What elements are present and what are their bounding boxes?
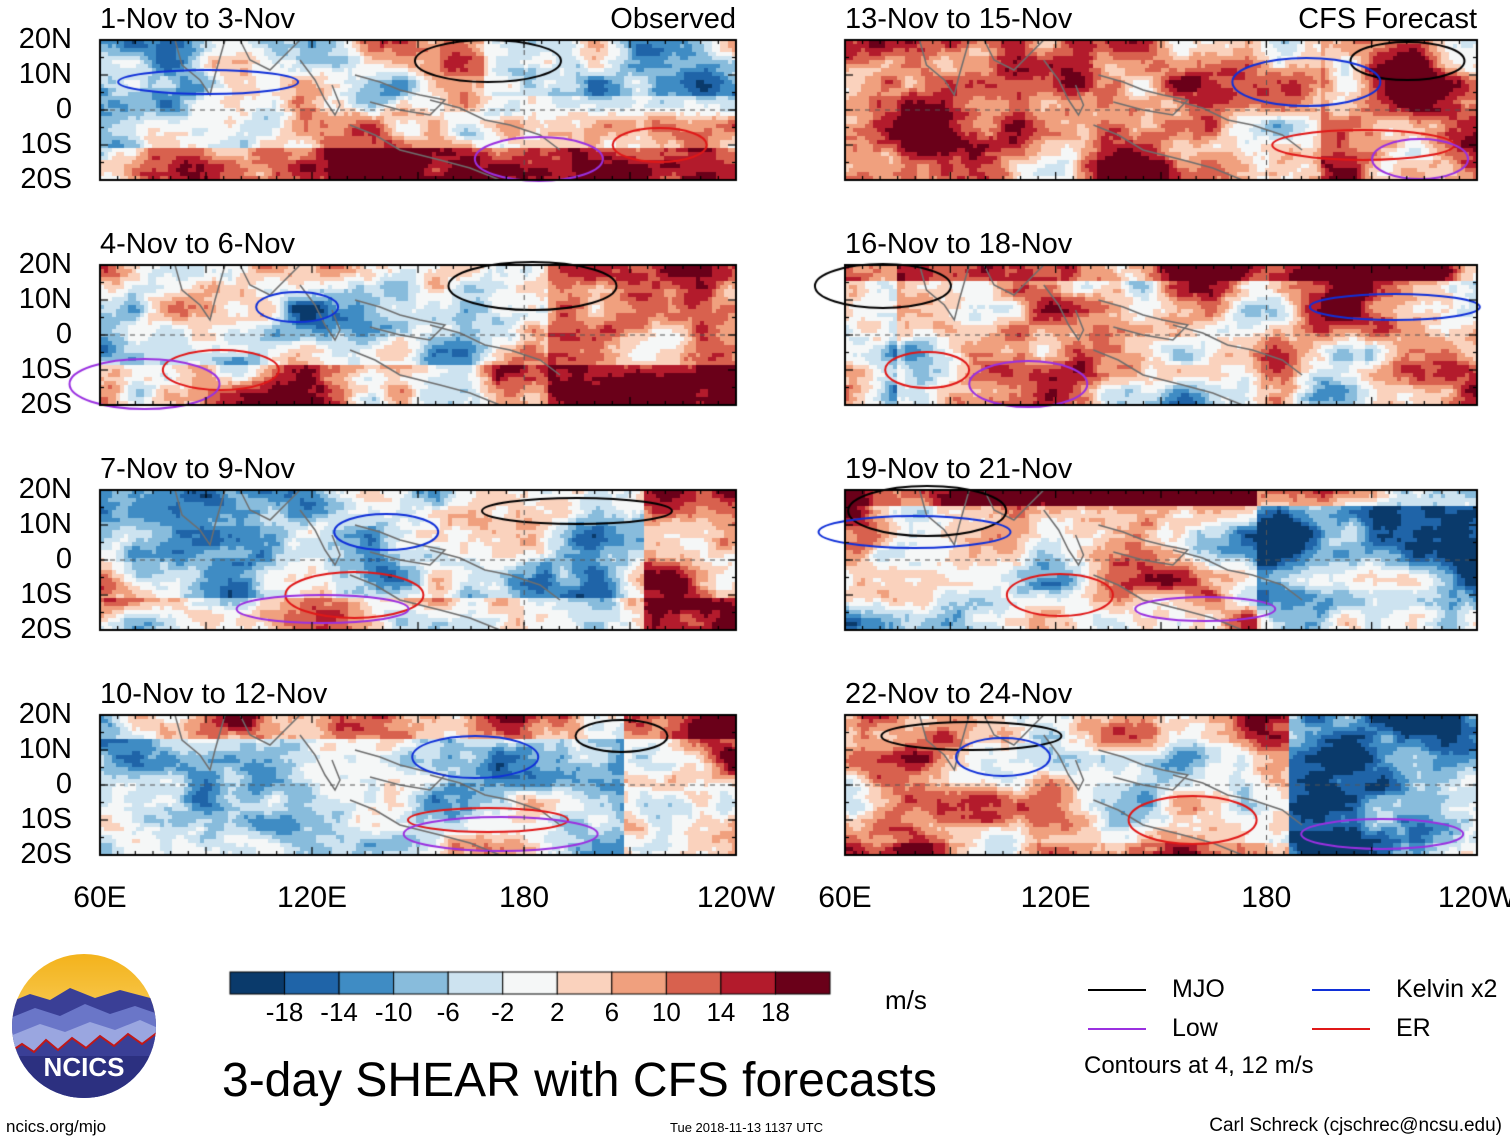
panel-title: 4-Nov to 6-Nov — [100, 228, 296, 260]
y-tick-label: 20S — [20, 838, 72, 870]
y-tick-label: 20N — [18, 248, 72, 280]
y-tick-label: 10N — [18, 733, 72, 765]
y-tick-label: 10S — [20, 128, 72, 160]
ncics-logo: NCICS — [12, 954, 156, 1098]
y-tick-label: 0 — [55, 543, 72, 575]
y-tick-label: 0 — [55, 768, 72, 800]
y-tick-label: 0 — [55, 93, 72, 125]
legend-label: Kelvin x2 — [1396, 975, 1498, 1003]
legend-swatch — [1312, 989, 1370, 991]
legend-swatch — [1088, 989, 1146, 991]
logo-text: NCICS — [44, 1052, 125, 1082]
y-tick-label: 20S — [20, 163, 72, 195]
y-tick-label: 20N — [18, 698, 72, 730]
site-link[interactable]: ncics.org/mjo — [6, 1117, 107, 1136]
colorbar-tick-label: -6 — [436, 997, 460, 1027]
panel-title: 22-Nov to 24-Nov — [845, 678, 1073, 710]
observed-label: Observed — [610, 3, 736, 35]
panel-title: 13-Nov to 15-Nov — [845, 3, 1073, 35]
timestamp: Tue 2018-11-13 1137 UTC — [670, 1120, 823, 1135]
y-tick-label: 10S — [20, 803, 72, 835]
x-tick-label: 120W — [696, 881, 776, 914]
figure-title: 3-day SHEAR with CFS forecasts — [222, 1054, 937, 1107]
legend-swatch — [1312, 1028, 1370, 1030]
author-credit: Carl Schreck (cjschrec@ncsu.edu) — [1209, 1115, 1502, 1136]
y-tick-label: 20N — [18, 473, 72, 505]
panel-title: 19-Nov to 21-Nov — [845, 453, 1073, 485]
y-tick-label: 20N — [18, 23, 72, 55]
panel-title: 10-Nov to 12-Nov — [100, 678, 328, 710]
legend-swatch — [1088, 1028, 1146, 1030]
colorbar-tick-label: 18 — [760, 997, 790, 1027]
y-tick-label: 20S — [20, 613, 72, 645]
x-tick-label: 60E — [73, 881, 127, 914]
x-tick-label: 120W — [1437, 881, 1510, 914]
x-tick-label: 120E — [276, 881, 348, 914]
colorbar-tick-label: -10 — [374, 997, 413, 1027]
y-tick-label: 20S — [20, 388, 72, 420]
legend-label: Low — [1172, 1014, 1218, 1042]
colorbar-tick-label: -2 — [491, 997, 515, 1027]
x-tick-label: 60E — [818, 881, 872, 914]
y-tick-label: 10N — [18, 508, 72, 540]
panel-title: 7-Nov to 9-Nov — [100, 453, 296, 485]
legend-label: MJO — [1172, 975, 1225, 1003]
colorbar-tick-label: 2 — [550, 997, 565, 1027]
y-tick-label: 0 — [55, 318, 72, 350]
colorbar-units: m/s — [885, 985, 927, 1015]
x-tick-label: 120E — [1020, 881, 1091, 914]
y-tick-label: 10S — [20, 578, 72, 610]
colorbar-tick-label: 10 — [651, 997, 681, 1027]
x-tick-label: 180 — [1241, 881, 1292, 914]
panel-title: 16-Nov to 18-Nov — [845, 228, 1073, 260]
x-tick-label: 180 — [498, 881, 550, 914]
legend-label: ER — [1396, 1014, 1431, 1042]
panel-title: 1-Nov to 3-Nov — [100, 3, 296, 35]
colorbar-tick-label: -18 — [265, 997, 304, 1027]
y-tick-label: 10N — [18, 58, 72, 90]
y-tick-label: 10N — [18, 283, 72, 315]
forecast-label: CFS Forecast — [1298, 3, 1477, 35]
y-tick-label: 10S — [20, 353, 72, 385]
colorbar-tick-label: -14 — [320, 997, 358, 1027]
colorbar-tick-label: 6 — [604, 997, 620, 1027]
contours-note: Contours at 4, 12 m/s — [1084, 1052, 1314, 1079]
colorbar-tick-label: 14 — [706, 997, 736, 1027]
